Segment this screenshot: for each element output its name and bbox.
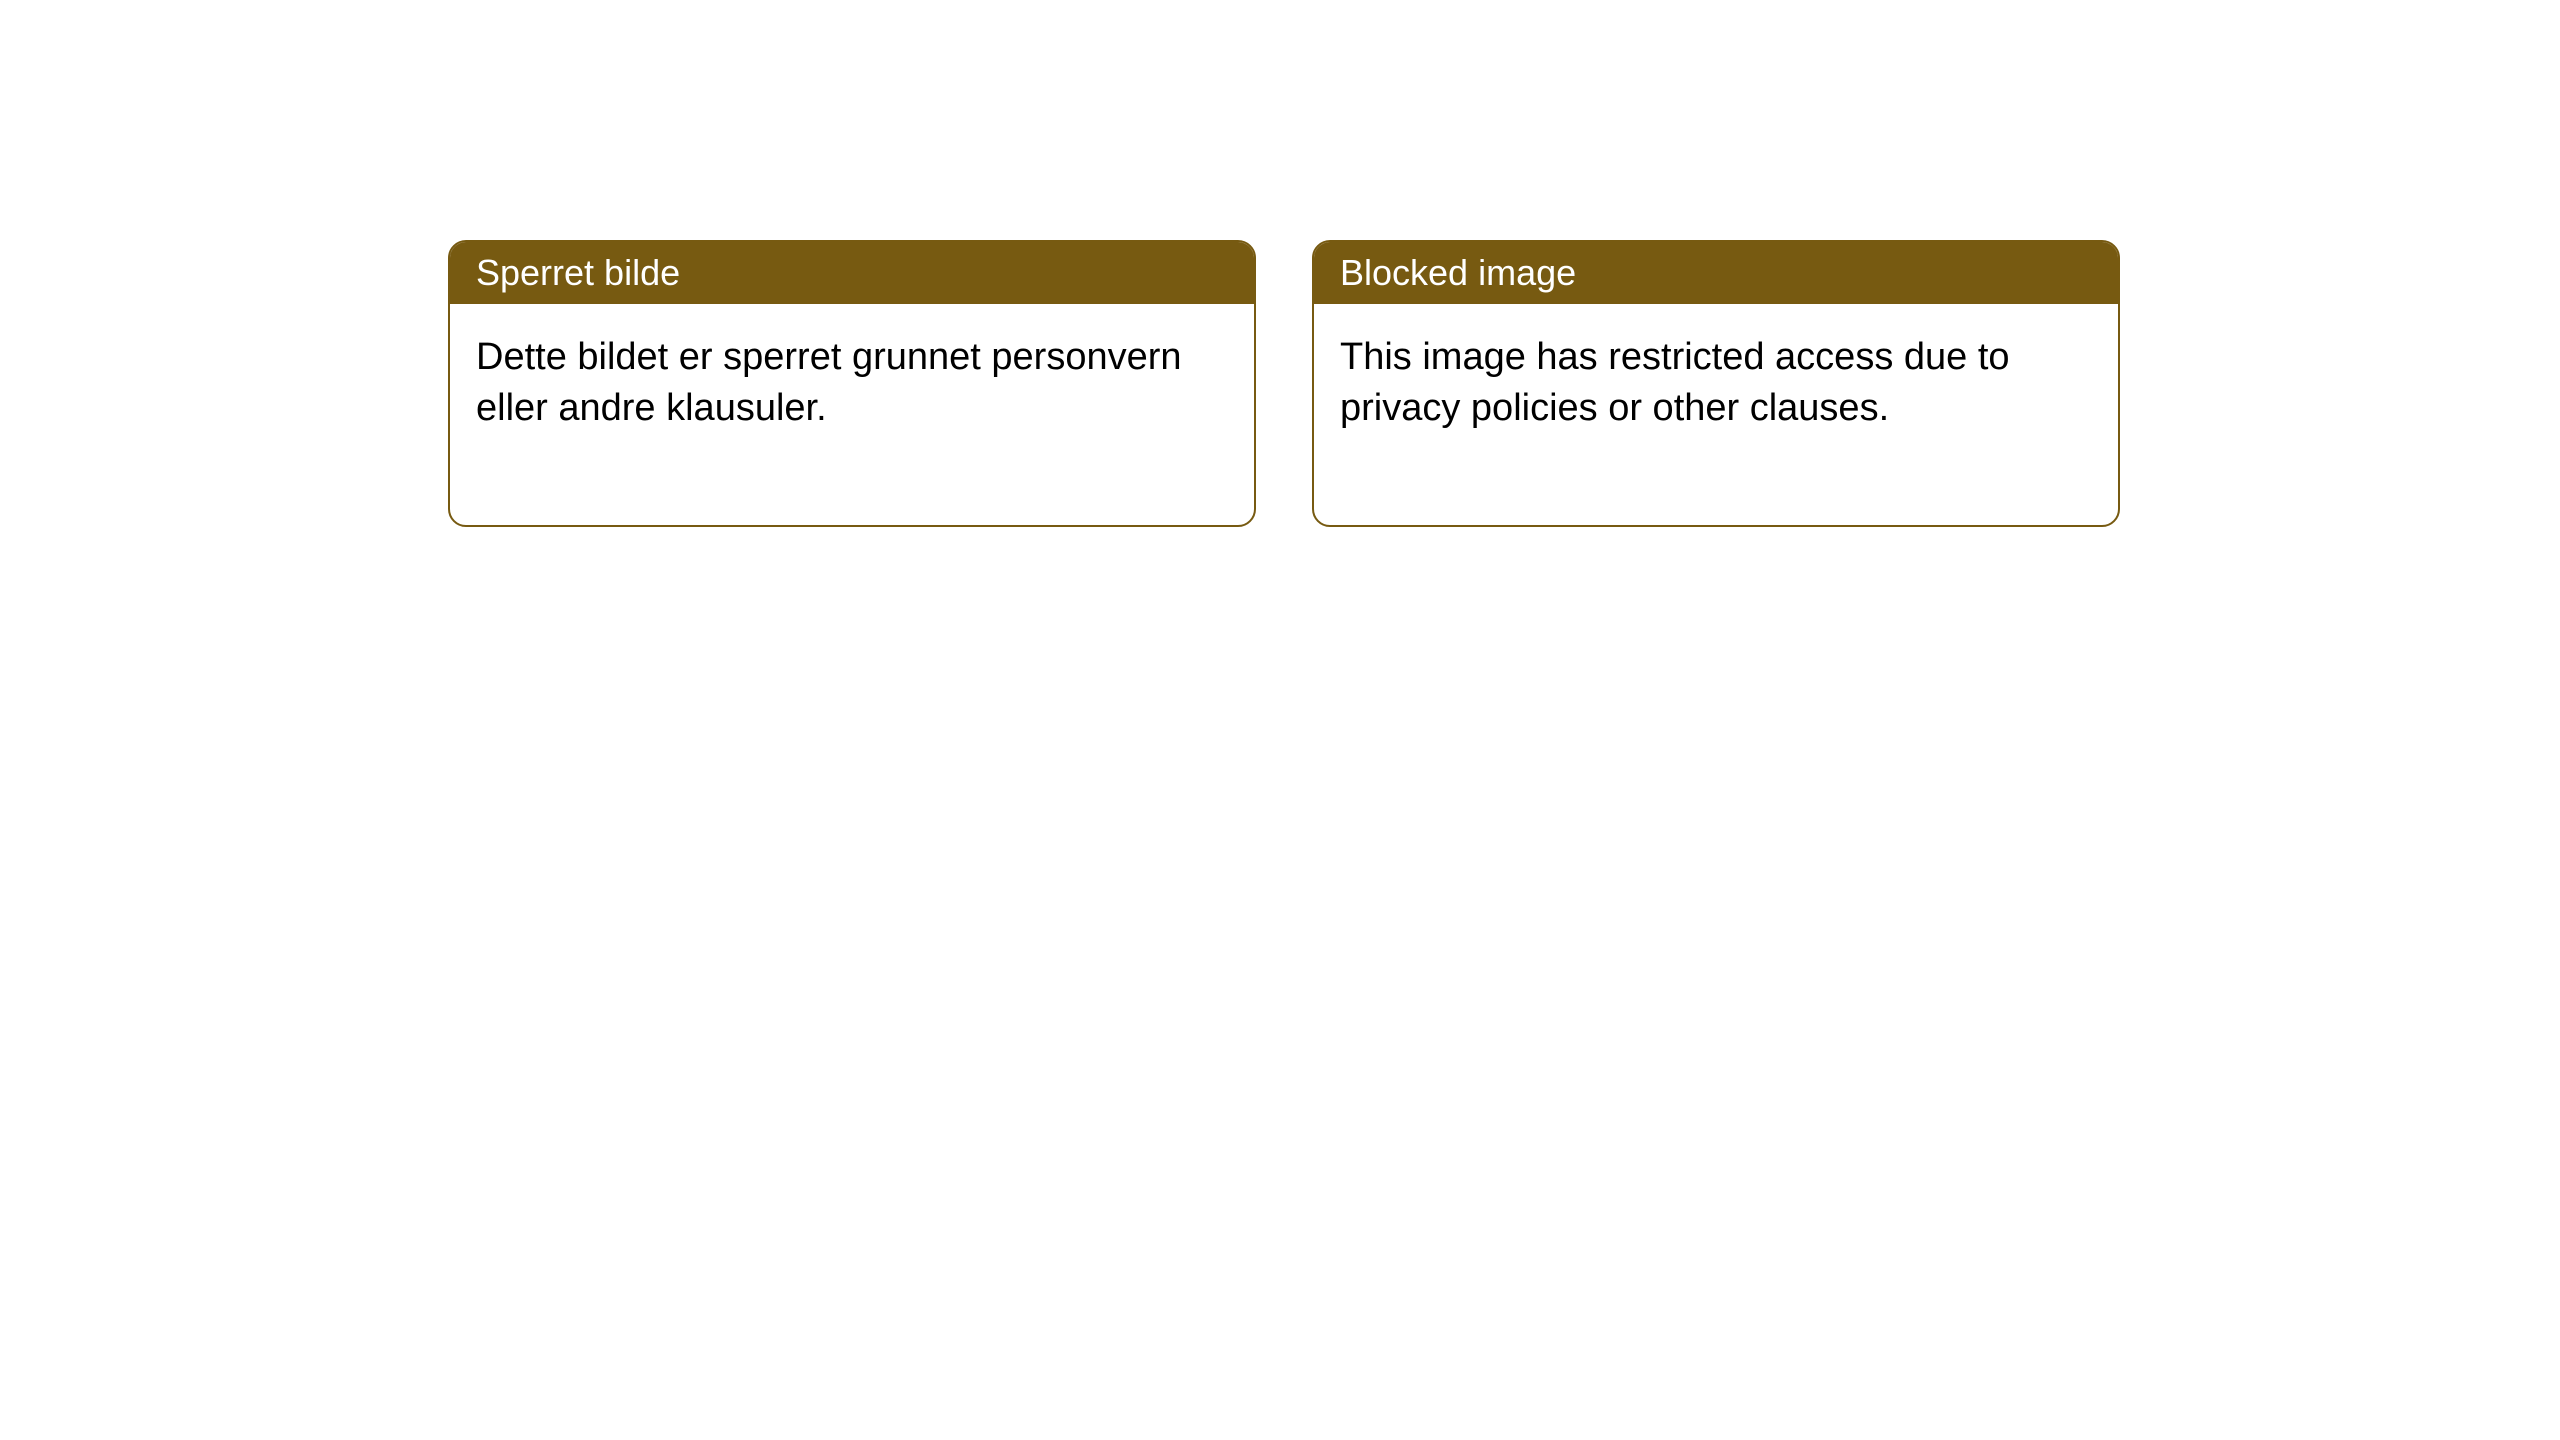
notice-box-english: Blocked image This image has restricted … xyxy=(1312,240,2120,527)
notice-title-norwegian: Sperret bilde xyxy=(450,242,1254,304)
notice-title-english: Blocked image xyxy=(1314,242,2118,304)
notices-container: Sperret bilde Dette bildet er sperret gr… xyxy=(0,0,2560,527)
notice-box-norwegian: Sperret bilde Dette bildet er sperret gr… xyxy=(448,240,1256,527)
notice-message-english: This image has restricted access due to … xyxy=(1314,304,2118,525)
notice-message-norwegian: Dette bildet er sperret grunnet personve… xyxy=(450,304,1254,525)
